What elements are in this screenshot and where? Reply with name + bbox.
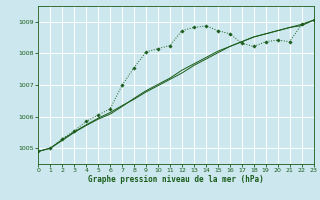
X-axis label: Graphe pression niveau de la mer (hPa): Graphe pression niveau de la mer (hPa)	[88, 175, 264, 184]
